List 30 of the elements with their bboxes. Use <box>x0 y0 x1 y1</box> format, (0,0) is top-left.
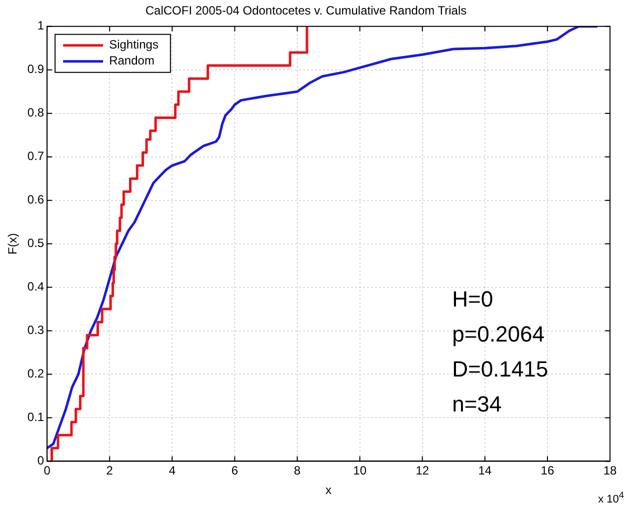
legend-label: Random <box>109 54 154 68</box>
y-tick-label: 1 <box>37 18 44 33</box>
annotation: n=34 <box>452 391 502 416</box>
annotation: p=0.2064 <box>452 321 544 346</box>
y-tick-label: 0.8 <box>27 106 44 120</box>
y-tick-label: 0.5 <box>27 236 44 250</box>
x-tick-label: 16 <box>540 464 554 478</box>
y-tick-label: 0.9 <box>27 62 44 76</box>
y-tick-label: 0.7 <box>27 149 44 164</box>
x-tick-label: 6 <box>231 464 238 478</box>
x-tick-label: 14 <box>478 464 492 478</box>
text: x 10$^{4}$ <box>598 490 624 506</box>
y-tick-label: 0.4 <box>27 280 44 294</box>
y-tick-label: 0 <box>37 454 44 468</box>
y-tick-label: 0.3 <box>27 323 44 338</box>
x-tick-label: 18 <box>603 464 617 478</box>
x-tick-label: 4 <box>168 464 176 478</box>
annotation: H=0 <box>452 286 494 312</box>
y-tick-label: 0.6 <box>27 192 44 207</box>
y-tick-label: 0.2 <box>27 366 44 381</box>
x-axis-title: x <box>326 483 332 498</box>
x-tick-label: 2 <box>106 464 114 478</box>
x-tick-label: 12 <box>416 464 430 478</box>
chart-title: CalCOFI 2005-04 Odontocetes v. Cumulative Random Trials <box>145 4 467 18</box>
y-tick-label: 0.1 <box>27 410 44 424</box>
legend-label: Sightings <box>109 38 158 52</box>
x-tick-label: 8 <box>294 464 301 478</box>
y-axis-title: F(x) <box>6 233 20 254</box>
annotation: D=0.1415 <box>452 356 548 382</box>
x-tick-label: 10 <box>353 464 367 478</box>
